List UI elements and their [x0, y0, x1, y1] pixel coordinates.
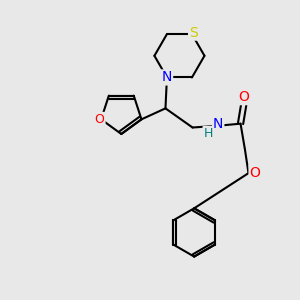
Text: O: O	[95, 113, 105, 126]
Text: N: N	[162, 70, 172, 85]
Text: S: S	[189, 26, 198, 40]
Text: H: H	[203, 127, 213, 140]
Text: N: N	[213, 117, 224, 131]
Text: O: O	[238, 90, 250, 104]
Text: O: O	[250, 166, 260, 180]
